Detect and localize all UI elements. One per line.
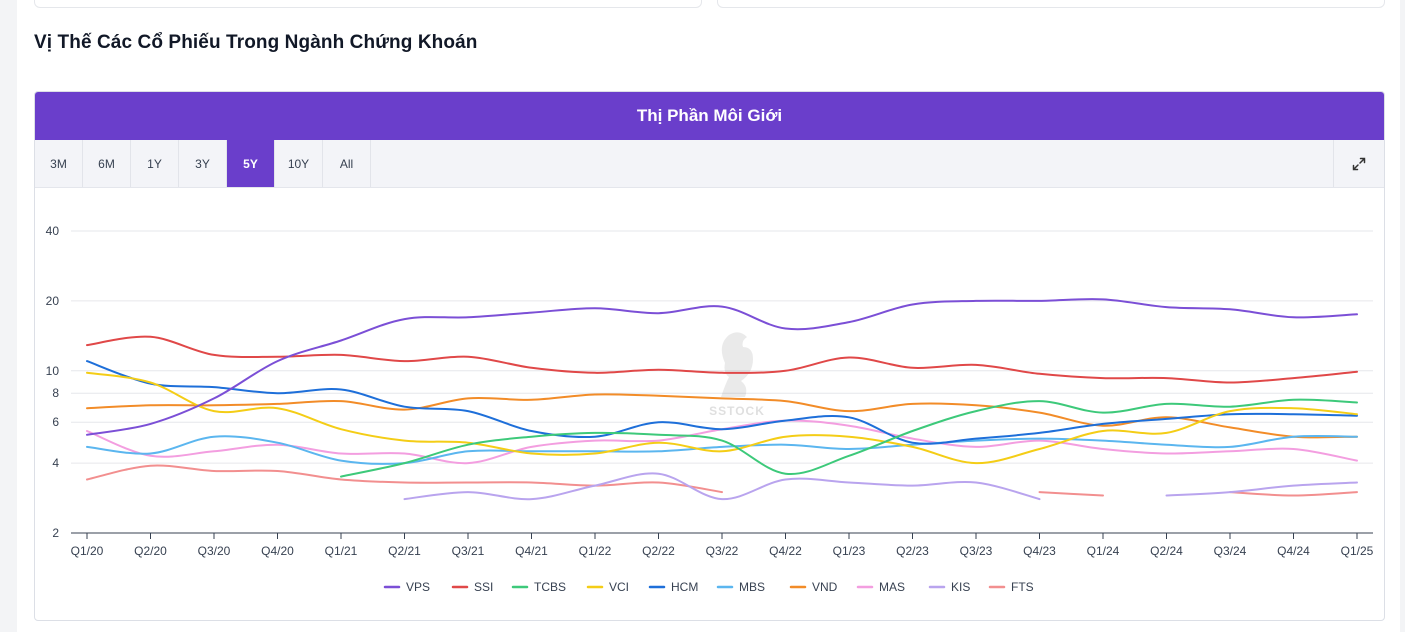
legend-label-vnd: VND (812, 580, 838, 594)
chart-title: Thị Phần Môi Giới (35, 92, 1384, 140)
line-chart: 2 4 6 8 10 20 40 Q1/20 Q2/20 Q3/20 Q4/20 Q1/21 Q2/21… (46, 224, 1374, 594)
x-tick-label: Q2/24 (1150, 544, 1183, 558)
x-tick-label: Q1/21 (325, 544, 358, 558)
x-tick-label: Q3/20 (198, 544, 231, 558)
series-line-vnd (86, 393, 1358, 439)
series-line-ssi (86, 335, 1358, 384)
legend-label-kis: KIS (951, 580, 970, 594)
x-tick-label: Q4/23 (1023, 544, 1056, 558)
series-line-tcbs (340, 398, 1358, 478)
x-tick-label: Q4/20 (261, 544, 294, 558)
y-tick-label: 8 (52, 386, 59, 400)
x-tick-label: Q1/25 (1341, 544, 1374, 558)
x-tick-label: Q1/24 (1087, 544, 1120, 558)
y-tick-label: 10 (46, 364, 60, 378)
top-panel-left (34, 0, 702, 8)
series-line-fts (86, 464, 723, 494)
series-line-mbs (86, 434, 1358, 465)
legend-label-fts: FTS (1011, 580, 1034, 594)
x-tick-label: Q4/24 (1277, 544, 1310, 558)
legend-label-tcbs: TCBS (534, 580, 566, 594)
legend-label-vci: VCI (609, 580, 629, 594)
series-line-fts (1229, 491, 1358, 497)
x-tick-label: Q3/24 (1214, 544, 1247, 558)
range-toolbar: 3M 6M 1Y 3Y 5Y 10Y All (35, 140, 1384, 188)
x-tick-label: Q3/21 (452, 544, 485, 558)
legend-label-mas: MAS (879, 580, 905, 594)
x-tick-label: Q2/22 (642, 544, 675, 558)
series-line-vci (86, 371, 1358, 465)
expand-icon (1352, 157, 1366, 170)
series-line-kis (403, 472, 1041, 501)
y-tick-label: 4 (52, 456, 59, 470)
top-panel-right (717, 0, 1385, 8)
series-line-hcm (86, 360, 1358, 445)
series-line-kis (1165, 481, 1358, 497)
series-line-vps (86, 298, 1358, 436)
range-button-all[interactable]: All (323, 140, 371, 187)
x-tick-label: Q4/22 (769, 544, 802, 558)
range-button-3m[interactable]: 3M (35, 140, 83, 187)
range-button-3y[interactable]: 3Y (179, 140, 227, 187)
section-title: Vị Thế Các Cổ Phiếu Trong Ngành Chứng Kh… (34, 32, 478, 53)
legend-label-mbs: MBS (739, 580, 765, 594)
x-tick-label: Q1/22 (579, 544, 612, 558)
x-tick-label: Q3/23 (960, 544, 993, 558)
x-tick-label: Q2/21 (388, 544, 421, 558)
y-tick-label: 40 (46, 224, 60, 238)
legend-label-ssi: SSI (474, 580, 493, 594)
series-line-fts (1038, 491, 1104, 497)
x-tick-label: Q2/20 (134, 544, 167, 558)
x-tick-label: Q4/21 (515, 544, 548, 558)
legend-label-hcm: HCM (671, 580, 698, 594)
expand-button[interactable] (1333, 140, 1384, 187)
x-tick-label: Q2/23 (896, 544, 929, 558)
x-tick-label: Q1/23 (833, 544, 866, 558)
range-button-10y[interactable]: 10Y (275, 140, 323, 187)
y-tick-label: 2 (52, 526, 59, 540)
legend-label-vps: VPS (406, 580, 430, 594)
range-button-5y[interactable]: 5Y (227, 140, 275, 187)
watermark-logo (721, 332, 753, 397)
y-tick-label: 20 (46, 294, 60, 308)
chart-card: Thị Phần Môi Giới 3M 6M 1Y 3Y 5Y 10Y All… (34, 91, 1385, 621)
y-tick-label: 6 (52, 415, 59, 429)
range-button-1y[interactable]: 1Y (131, 140, 179, 187)
x-tick-label: Q3/22 (706, 544, 739, 558)
watermark-horse-icon (721, 332, 753, 397)
watermark-text: SSTOCK (709, 404, 765, 418)
range-button-6m[interactable]: 6M (83, 140, 131, 187)
x-tick-label: Q1/20 (71, 544, 104, 558)
